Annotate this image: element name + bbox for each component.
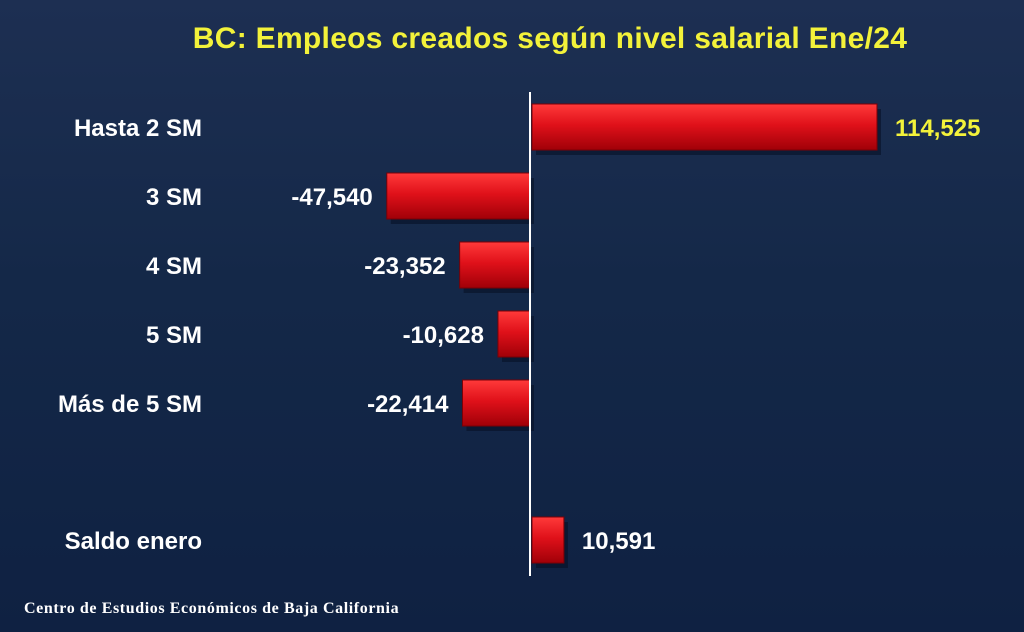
data-label: -22,414 <box>367 391 449 418</box>
category-label: 3 SM <box>146 184 202 211</box>
data-label: 114,525 <box>895 115 980 142</box>
data-label: 10,591 <box>582 528 655 555</box>
category-label: Hasta 2 SM <box>74 115 202 142</box>
bar <box>461 379 531 427</box>
bar <box>386 172 531 220</box>
category-label: Saldo enero <box>65 528 202 555</box>
data-label: -10,628 <box>403 322 484 349</box>
source-note: Centro de Estudios Económicos de Baja Ca… <box>24 600 400 617</box>
data-label: -23,352 <box>364 253 445 280</box>
category-label: 5 SM <box>146 322 202 349</box>
bar <box>459 241 531 289</box>
bar <box>497 310 531 358</box>
bar <box>531 103 878 151</box>
chart-title: BC: Empleos creados según nivel salarial… <box>192 22 908 55</box>
data-label: -47,540 <box>291 184 372 211</box>
bar <box>531 516 565 564</box>
category-label: Más de 5 SM <box>58 391 202 418</box>
category-label: 4 SM <box>146 253 202 280</box>
